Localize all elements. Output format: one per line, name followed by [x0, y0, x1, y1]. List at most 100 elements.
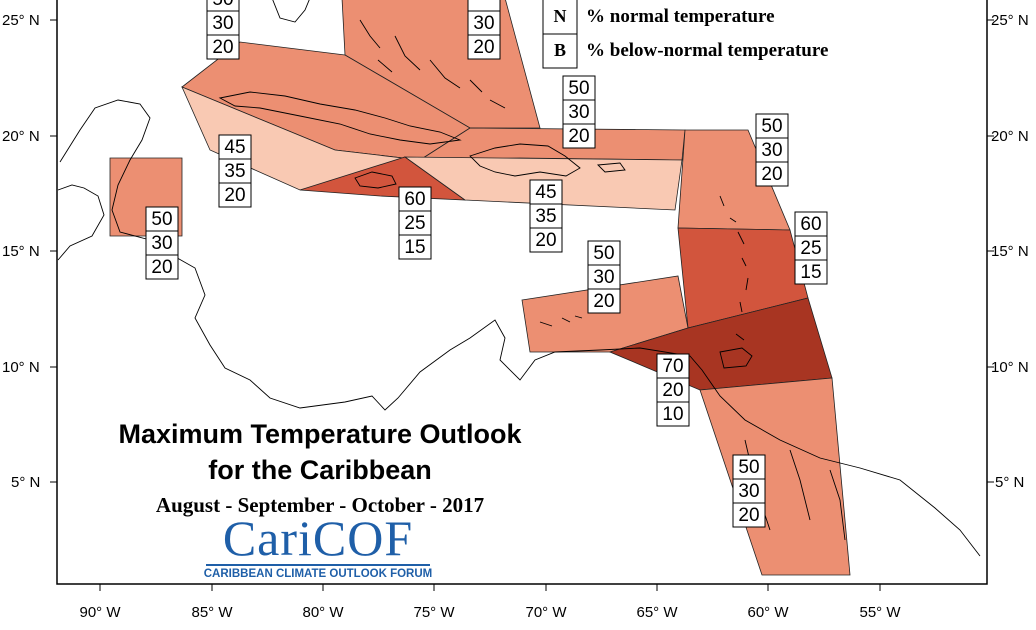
lat-label-5: 5° N — [11, 474, 40, 491]
forecast-box-cell — [794, 235, 828, 261]
forecast-box-cell — [218, 182, 252, 208]
forecast-box-cell — [398, 210, 432, 236]
forecast-box-value: 20 — [662, 380, 683, 401]
forecast-box-cell — [587, 288, 621, 314]
lat-label-25: 25° N — [2, 12, 40, 29]
coast-cuba — [218, 91, 462, 145]
forecast-box-value: 60 — [800, 214, 821, 235]
coastlines — [57, 0, 981, 557]
forecast-box-cell — [656, 401, 690, 427]
caricof-tagline: CARIBBEAN CLIMATE OUTLOOK FORUM — [203, 568, 433, 580]
forecast-box: 50 30 20 — [587, 240, 621, 314]
lon-label-60: 60° W — [747, 604, 789, 621]
forecast-box-value: 50 — [212, 0, 233, 10]
forecast-box-value: 10 — [662, 404, 683, 425]
forecast-box: 50 30 20 — [732, 454, 766, 528]
forecast-box-value: 25 — [800, 238, 821, 259]
forecast-box-cell — [467, 10, 501, 36]
forecast-box-value: 50 — [568, 78, 589, 99]
lat-label-right-15: 15° N — [991, 243, 1029, 260]
forecast-box-cell — [587, 240, 621, 266]
map-period: August - September - October - 2017 — [155, 493, 485, 517]
forecast-box-cell — [794, 211, 828, 237]
coast-lesser-antilles — [719, 195, 749, 341]
coast-abc — [539, 315, 583, 327]
forecast-box: 60 25 15 — [398, 186, 432, 260]
legend-text-n: % normal temperature — [586, 6, 775, 27]
coast-puerto-rico — [597, 162, 626, 173]
forecast-box-value: 50 — [738, 457, 759, 478]
lon-label-70: 70° W — [525, 604, 567, 621]
forecast-box-value: 45 — [224, 137, 245, 158]
coast-bahamas — [359, 19, 506, 109]
forecast-box-value: 35 — [224, 161, 245, 182]
map-title-line2: for the Caribbean — [208, 455, 432, 485]
coast-mexico-gulf — [57, 184, 105, 261]
forecast-box: 60 25 15 — [794, 211, 828, 285]
forecast-box: 70 20 10 — [656, 353, 690, 427]
map-title-line1: Maximum Temperature Outlook — [118, 419, 522, 449]
lat-label-10: 10° N — [2, 359, 40, 376]
coast-trinidad — [719, 347, 753, 369]
forecast-box-cell — [755, 137, 789, 163]
forecast-box-cell — [587, 264, 621, 290]
legend: N B % normal temperature % below-normal … — [542, 0, 828, 69]
forecast-box-cell — [398, 234, 432, 260]
forecast-box-value: 30 — [568, 102, 589, 123]
forecast-box-value: 20 — [568, 126, 589, 147]
forecast-box: 45 35 20 — [218, 134, 252, 208]
forecast-box-value: 50 — [151, 209, 172, 230]
lon-label-85: 85° W — [191, 604, 233, 621]
forecast-box-cell — [529, 227, 563, 253]
forecast-box-value: 30 — [738, 481, 759, 502]
forecast-box-value: 70 — [662, 356, 683, 377]
caricof-logo: CariCOF CARIBBEAN CLIMATE OUTLOOK FORUM — [202, 512, 434, 582]
forecast-regions — [109, 0, 851, 576]
forecast-box-cell — [732, 502, 766, 528]
forecast-box: 50 30 20 — [562, 75, 596, 149]
lat-label-right-20: 20° N — [991, 128, 1029, 145]
lat-label-20: 20° N — [2, 128, 40, 145]
lon-label-90: 90° W — [79, 604, 121, 621]
logo-divider — [206, 564, 430, 566]
forecast-box-cell — [656, 377, 690, 403]
forecast-box-cell — [529, 203, 563, 229]
coast-florida — [272, 0, 310, 23]
forecast-box-value: 15 — [800, 262, 821, 283]
forecast-box-cell — [206, 34, 240, 60]
forecast-box-value: 20 — [593, 291, 614, 312]
forecast-box-value: 20 — [761, 164, 782, 185]
lat-label-right-5: 5° N — [995, 474, 1024, 491]
longitude-axis: 90° W 85° W 80° W 75° W 70° W 65° W 60° … — [79, 584, 901, 621]
lat-label-right-10: 10° N — [991, 359, 1029, 376]
forecast-box-cell — [145, 206, 179, 232]
forecast-box-value: 60 — [404, 189, 425, 210]
forecast-box-cell — [732, 478, 766, 504]
forecast-box-value: 50 — [761, 116, 782, 137]
forecast-box-cell — [794, 259, 828, 285]
forecast-box-value: 35 — [535, 206, 556, 227]
forecast-box-cell — [467, 34, 501, 60]
forecast-box: 50 30 20 — [206, 0, 240, 60]
forecast-box-value: 15 — [404, 237, 425, 258]
forecast-box-cell — [755, 161, 789, 187]
forecast-box: 45 35 20 — [529, 179, 563, 253]
forecast-box-value: 20 — [212, 37, 233, 58]
forecast-box: 50 30 20 — [145, 206, 179, 280]
forecast-box-cell — [529, 179, 563, 205]
lon-label-55: 55° W — [859, 604, 901, 621]
lat-label-15: 15° N — [2, 243, 40, 260]
forecast-box-value: 50 — [593, 243, 614, 264]
coast-hispaniola — [469, 143, 581, 177]
coast-jamaica — [354, 171, 397, 189]
forecast-box-value: 45 — [535, 182, 556, 203]
forecast-box-value: 20 — [151, 257, 172, 278]
forecast-box-cell — [145, 254, 179, 280]
lon-label-75: 75° W — [413, 604, 455, 621]
forecast-box-cell — [656, 353, 690, 379]
latitude-axis-left: 25° N 20° N 15° N 10° N 5° N — [2, 12, 57, 491]
lon-label-65: 65° W — [636, 604, 678, 621]
forecast-box-value: 30 — [761, 140, 782, 161]
